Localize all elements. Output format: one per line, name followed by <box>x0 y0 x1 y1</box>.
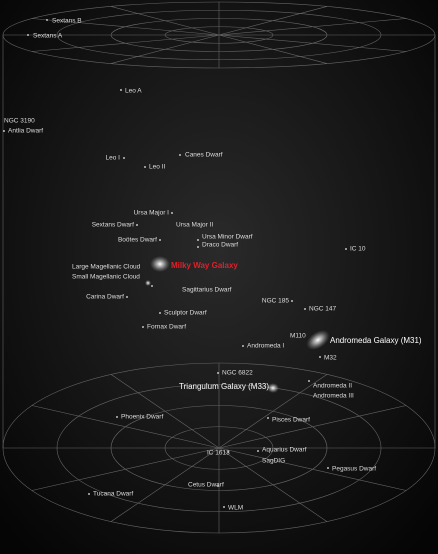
galaxy-label: NGC 6822 <box>222 370 253 377</box>
galaxy-dot <box>123 157 125 159</box>
spoke <box>218 34 407 52</box>
galaxy-dot <box>151 285 153 287</box>
milky-way-glow <box>150 256 170 272</box>
spoke <box>110 447 220 522</box>
galaxy-label: Cetus Dwarf <box>188 482 224 489</box>
galaxy-label: Leo I <box>106 155 121 162</box>
galaxy-label: M110 <box>290 333 306 340</box>
galaxy-label: Canes Dwarf <box>185 152 223 159</box>
spoke <box>218 6 328 36</box>
galaxy-label: Large Magellanic Cloud <box>72 264 141 271</box>
galaxy-label: Phoenix Dwarf <box>121 414 163 421</box>
galaxy-dot <box>242 345 244 347</box>
galaxy-label: Boötes Dwarf <box>118 237 157 244</box>
galaxy-dot <box>159 239 161 241</box>
galaxy-label: Ursa Major II <box>176 222 213 229</box>
spoke <box>218 447 328 522</box>
galaxy-glows <box>145 256 330 393</box>
galaxy-label: Sextans A <box>33 33 63 40</box>
galaxy-dot <box>308 380 310 382</box>
galaxy-label: Fornax Dwarf <box>147 324 186 331</box>
galaxy-label: NGC 185 <box>262 298 289 305</box>
spoke <box>110 374 220 449</box>
galaxy-dot <box>171 212 173 214</box>
galaxy-label: Andromeda Galaxy (M31) <box>330 336 422 345</box>
galaxy-label: Sextans Dwarf <box>92 222 134 229</box>
galaxy-dot <box>120 89 122 91</box>
galaxy-dot <box>319 356 321 358</box>
andromeda-glow <box>306 330 330 350</box>
galaxy-dot <box>116 416 118 418</box>
galaxy-label: NGC 147 <box>309 306 336 313</box>
lmc-glow <box>145 280 151 286</box>
galaxy-dot <box>3 130 5 132</box>
galaxy-label: IC 10 <box>350 246 366 253</box>
galaxy-label: IC 1613 <box>207 450 230 457</box>
galaxy-dot <box>197 246 199 248</box>
galaxy-dot <box>304 308 306 310</box>
galaxy-label: Antlia Dwarf <box>8 128 43 135</box>
galaxy-label: Triangulum Galaxy (M33) <box>179 382 269 391</box>
galaxy-dot <box>159 312 161 314</box>
galaxy-dot <box>223 506 225 508</box>
galaxy-label: Small Magellanic Cloud <box>72 274 140 281</box>
galaxy-label: WLM <box>228 505 243 512</box>
spoke <box>31 34 220 52</box>
spoke <box>31 18 220 36</box>
galaxy-label: Sextans B <box>52 18 82 25</box>
triangulum-glow <box>267 383 279 393</box>
galaxy-dot <box>327 467 329 469</box>
galaxy-label: Draco Dwarf <box>202 242 238 249</box>
galaxy-label: Andromeda III <box>313 393 354 400</box>
galaxy-label: M32 <box>324 355 337 362</box>
cylinder <box>2 1 436 534</box>
galaxy-label: Carina Dwarf <box>86 294 124 301</box>
galaxy-dot <box>197 239 199 241</box>
galaxy-label: Leo A <box>125 88 142 95</box>
galaxy-dot <box>227 451 229 453</box>
spoke <box>110 34 220 64</box>
galaxy-dot <box>345 248 347 250</box>
galaxy-label: Tucana Dwarf <box>93 491 133 498</box>
galaxy-dot <box>27 34 29 36</box>
galaxy-dot <box>88 493 90 495</box>
galaxy-label: SagDIG <box>262 458 285 465</box>
galaxy-label: Sculptor Dwarf <box>164 310 207 317</box>
galaxy-dot <box>179 154 181 156</box>
galaxy-label: Milky Way Galaxy <box>171 261 238 270</box>
spoke <box>218 18 407 36</box>
galaxy-label: Pisces Dwarf <box>272 417 310 424</box>
galaxy-label: NGC 3190 <box>4 118 35 125</box>
galaxy-label: Ursa Major I <box>134 210 170 217</box>
spoke <box>31 405 220 449</box>
galaxy-dot <box>126 296 128 298</box>
galaxy-dot <box>142 326 144 328</box>
spoke <box>31 447 220 491</box>
galaxy-label: Ursa Minor Dwarf <box>202 234 253 241</box>
galaxy-dot <box>217 485 219 487</box>
galaxy-label: Leo II <box>149 164 165 171</box>
galaxy-dot <box>257 450 259 452</box>
spoke <box>218 447 407 491</box>
galaxy-dot <box>144 166 146 168</box>
labels: Sextans B Sextans A Leo A NGC 3190 Antlia Dw… <box>3 18 422 512</box>
galaxy-label: Pegasus Dwarf <box>332 466 376 473</box>
galaxy-dot <box>46 19 48 21</box>
galaxy-label: Aquarius Dwarf <box>262 447 307 454</box>
spoke <box>218 374 328 449</box>
spoke <box>110 6 220 36</box>
spoke <box>218 405 407 449</box>
galaxy-dot <box>217 372 219 374</box>
galaxy-dot <box>267 417 269 419</box>
galaxy-dot <box>136 224 138 226</box>
galaxy-dot <box>291 300 293 302</box>
galaxy-label: Andromeda II <box>313 383 352 390</box>
galaxy-label: Andromeda I <box>247 343 284 350</box>
spoke <box>218 34 328 64</box>
galaxy-label: Sagittarius Dwarf <box>182 287 232 294</box>
